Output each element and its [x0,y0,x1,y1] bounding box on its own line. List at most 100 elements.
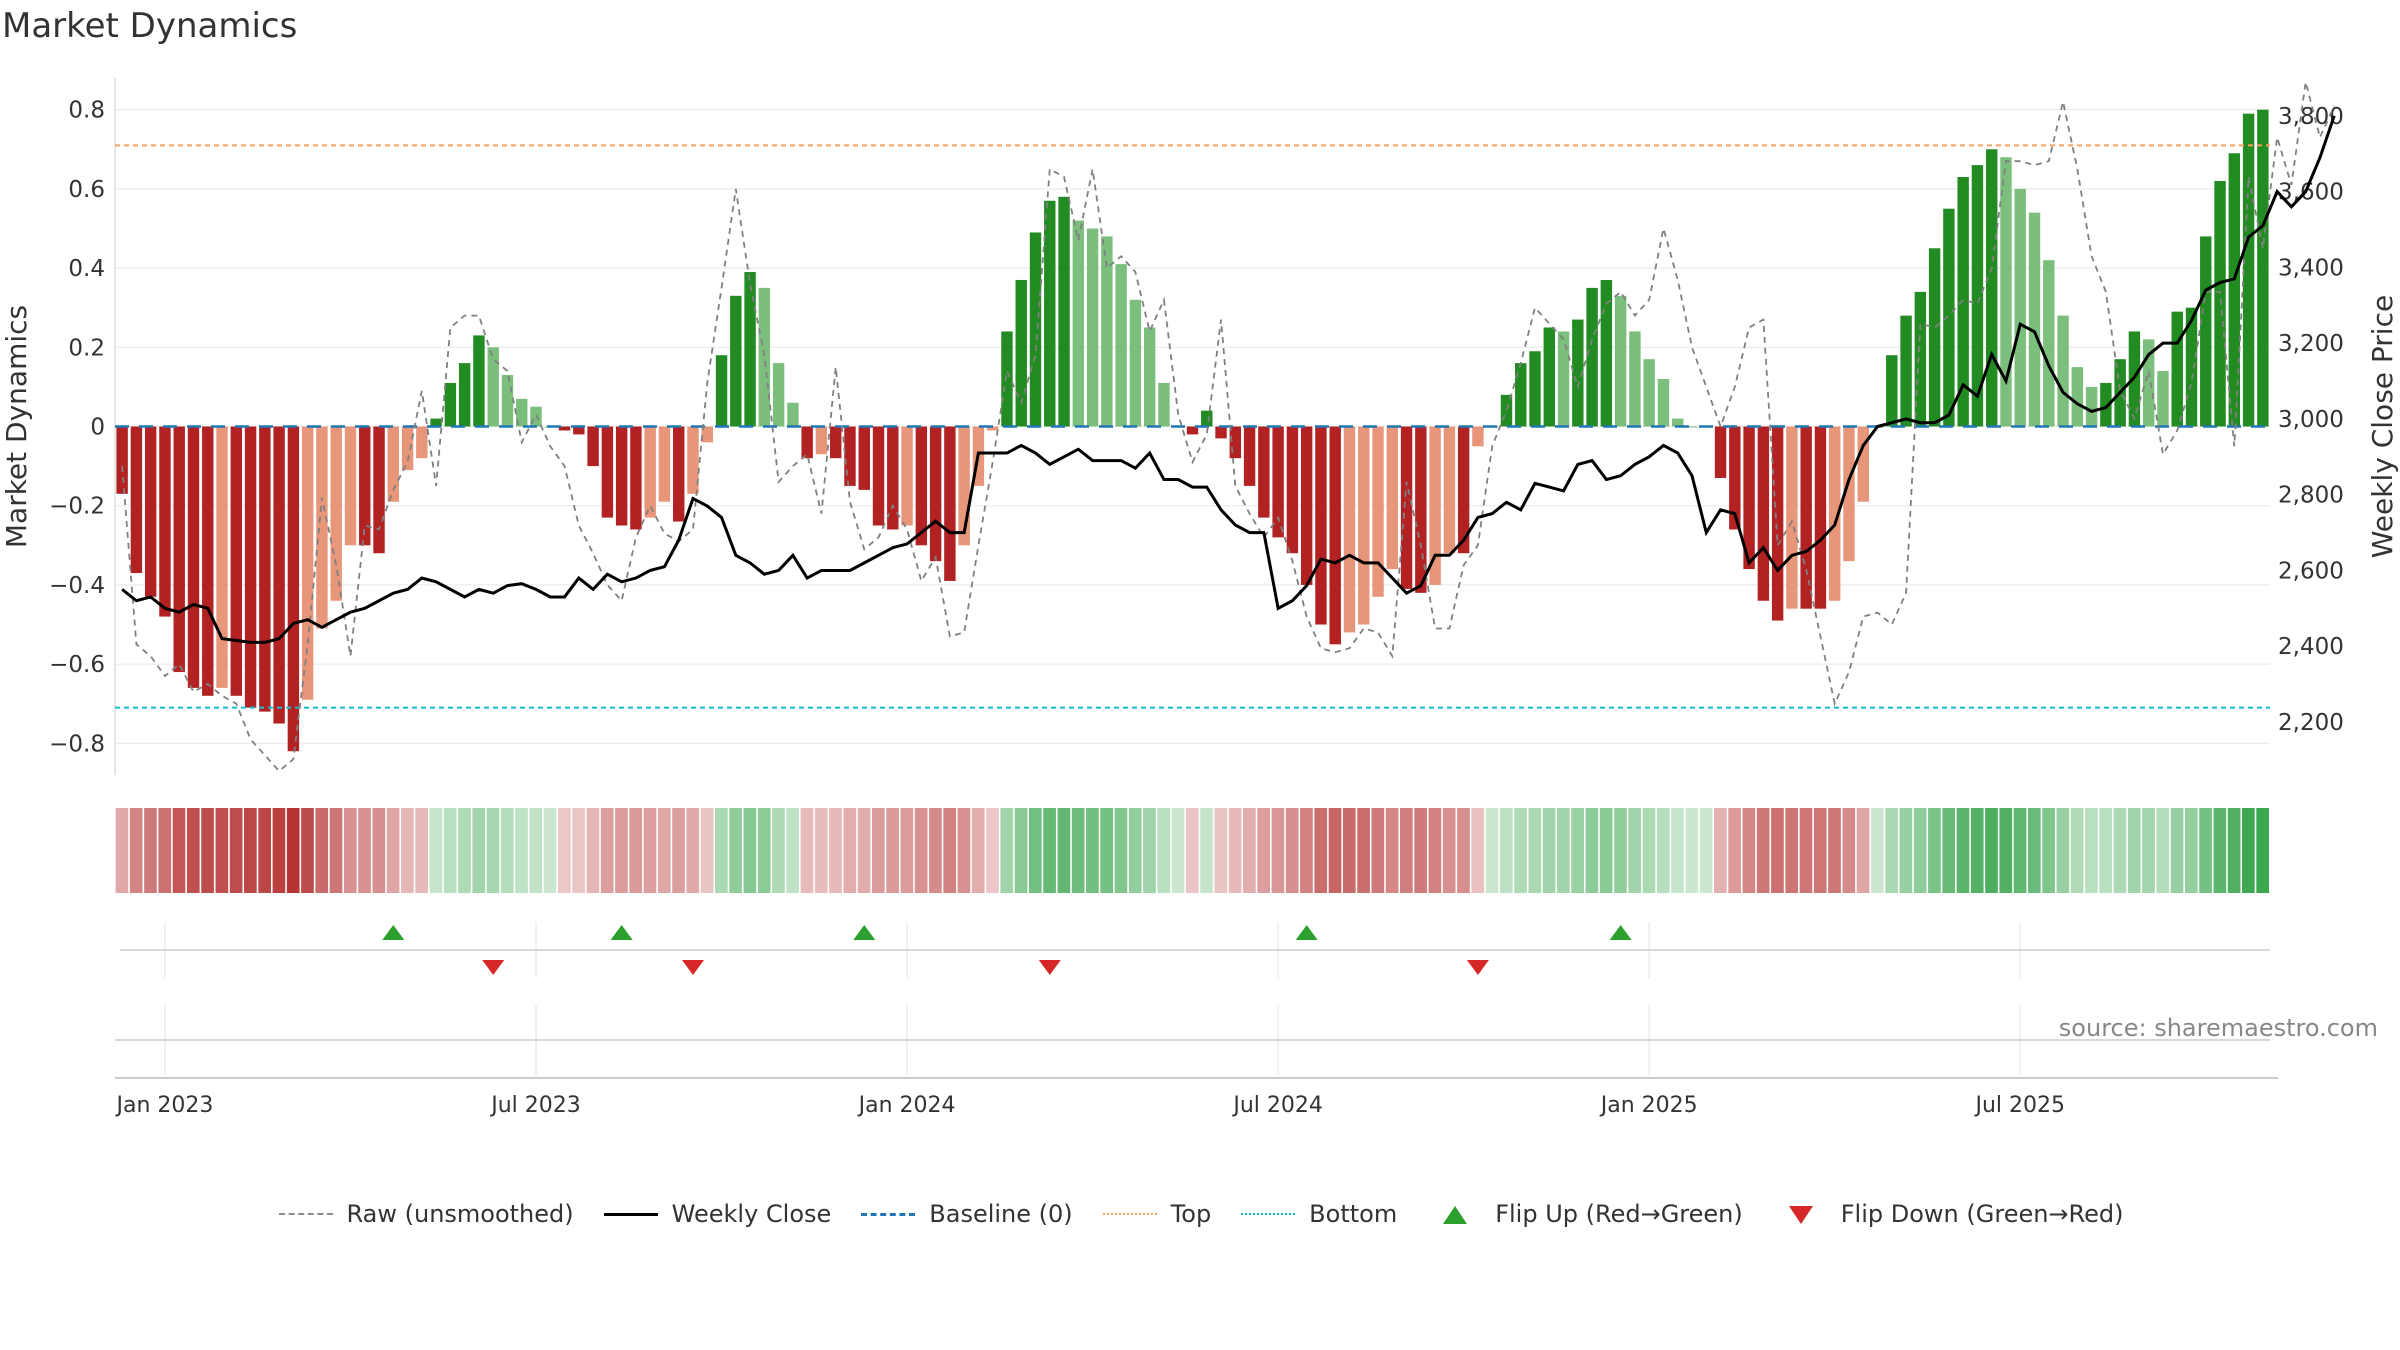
bar [1472,426,1484,447]
regime-cell [814,808,828,893]
bar [2200,236,2212,427]
regime-cell [2156,808,2170,893]
bar [1829,426,1841,601]
bar [487,347,499,427]
bar [901,426,913,526]
bar [359,426,371,546]
bar [316,426,328,629]
bar [1329,426,1341,645]
bar [1001,331,1013,427]
regime-cell [943,808,957,893]
bar [1914,291,1927,427]
bar [1928,248,1941,427]
regime-cell [401,808,414,893]
y-tick-label: −0.4 [49,573,105,599]
bar [587,426,599,467]
bar [387,426,400,502]
regime-cell [1485,808,1499,893]
bar [1044,200,1056,427]
bar [1258,426,1270,518]
bar [1372,426,1384,597]
regime-cell [929,808,942,893]
bar [915,426,928,546]
triangle-down-icon [1788,1206,1813,1224]
regime-cell [1642,808,1656,893]
regime-cell [1970,808,1984,893]
regime-cell [372,808,386,893]
bar [1029,232,1042,427]
regime-cell [1956,808,1970,893]
bar [259,426,271,712]
bar [630,426,642,530]
regime-cell [1585,808,1599,893]
regime-cell [1214,808,1228,893]
bar [287,426,300,752]
regime-cell [772,808,785,893]
bar [159,426,171,617]
bar [330,426,342,601]
bar [772,363,785,427]
regime-cell [1200,808,1213,893]
regime-cell [1742,808,1756,893]
regime-cell [1457,808,1470,893]
regime-cell [1143,808,1156,893]
y-tick-label: −0.8 [49,731,105,757]
regime-cell [244,808,257,893]
legend-raw-label: Raw (unsmoothed) [346,1200,574,1228]
regime-cell [1628,808,1642,893]
bar [2071,367,2084,427]
regime-cell [1400,808,1413,893]
regime-cell [615,808,628,893]
regime-cell [1000,808,1014,893]
bar [1186,426,1199,435]
bar [1800,426,1812,609]
bar [2242,113,2255,427]
regime-cell [1342,808,1356,893]
y-tick-label: 0.4 [68,256,105,282]
regime-cell [1014,808,1028,893]
bar [1643,359,1655,427]
bar [116,426,128,494]
regime-cell [115,808,129,893]
regime-cell [329,808,343,893]
flip-down-marker [482,960,505,975]
bar [416,426,428,459]
regime-cell [1271,808,1285,893]
bar [187,426,200,688]
bar [1300,426,1313,585]
flip-down-marker [1466,960,1489,975]
source-note: source: sharemaestro.com [2058,1014,2378,1042]
regime-cell [1243,808,1256,893]
bar [658,426,671,502]
regime-cell [515,808,528,893]
bar [1243,426,1256,486]
regime-cell [743,808,757,893]
legend-bottom-label: Bottom [1309,1200,1398,1228]
bar [173,426,185,673]
regime-cell [1257,808,1270,893]
regime-cell [343,808,357,893]
regime-cell [1885,808,1898,893]
bar [1857,426,1869,502]
regime-cell [529,808,543,893]
legend-close: Weekly Close [602,1200,831,1228]
bar [1058,196,1070,427]
x-tick-label: Jul 2023 [489,1093,581,1118]
legend-flip-down: Flip Down (Green→Red) [1771,1200,2124,1228]
flip-down-marker [1038,960,1061,975]
legend-top: Top [1101,1200,1211,1228]
bar [701,426,713,443]
flip-up-marker [1295,925,1318,940]
regime-cell [1171,808,1185,893]
regime-cell [229,808,243,893]
bar [1215,426,1227,439]
regime-cell [1828,808,1841,893]
y2-tick-label: 3,600 [2278,180,2344,206]
regime-cell [1999,808,2013,893]
bar [444,382,457,427]
regime-cell [800,808,814,893]
bar [1786,426,1798,609]
bar [687,426,699,494]
bar [344,426,357,546]
legend-baseline-label: Baseline (0) [929,1200,1073,1228]
